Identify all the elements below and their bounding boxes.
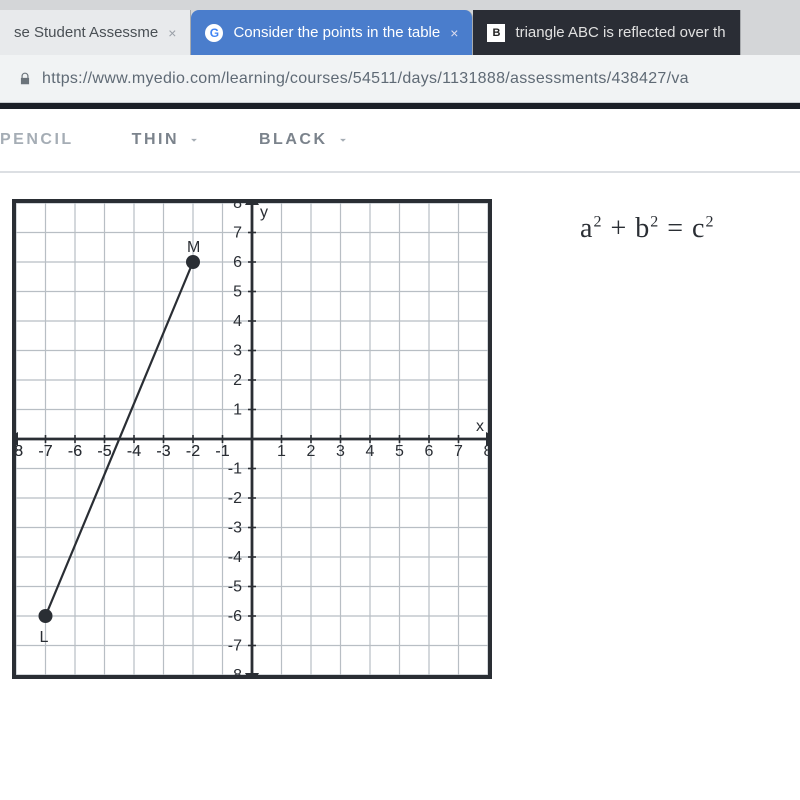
google-icon: G [205, 24, 223, 42]
tab-student-assessment[interactable]: se Student Assessme × [0, 10, 191, 55]
svg-text:7: 7 [454, 443, 463, 460]
svg-text:-2: -2 [228, 490, 242, 507]
svg-text:1: 1 [277, 443, 286, 460]
svg-text:1: 1 [233, 402, 242, 419]
svg-text:y: y [260, 204, 268, 221]
svg-text:4: 4 [366, 443, 375, 460]
var-b: b [635, 213, 650, 244]
browser-tabs: se Student Assessme × G Consider the poi… [0, 0, 800, 55]
svg-text:5: 5 [233, 284, 242, 301]
svg-text:3: 3 [336, 443, 345, 460]
svg-text:2: 2 [307, 443, 316, 460]
close-icon[interactable]: × [450, 25, 458, 41]
svg-text:-8: -8 [16, 443, 23, 460]
sup: 2 [650, 214, 659, 231]
svg-text:M: M [187, 239, 200, 256]
svg-text:-3: -3 [156, 443, 170, 460]
svg-text:-6: -6 [68, 443, 82, 460]
close-icon[interactable]: × [168, 25, 176, 41]
pencil-label: PENCIL [0, 131, 74, 149]
svg-text:-8: -8 [228, 667, 242, 675]
color-dropdown[interactable]: BLACK [259, 131, 350, 149]
sup: 2 [705, 214, 714, 231]
graph-svg: 1 -1 2 -2 3 -3 4 -4 5 -5 6 -6 7 -7 8 -8 -1 -2 -3 -4 -5 -6 -7 -8… [16, 203, 488, 675]
svg-text:5: 5 [395, 443, 404, 460]
svg-text:L: L [40, 629, 49, 646]
svg-text:3: 3 [233, 343, 242, 360]
tab-label: triangle ABC is reflected over th [515, 24, 725, 41]
svg-text:4: 4 [233, 313, 242, 330]
svg-text:-1: -1 [215, 443, 229, 460]
sup: 2 [593, 214, 602, 231]
svg-text:8: 8 [484, 443, 488, 460]
svg-text:-7: -7 [228, 638, 242, 655]
svg-text:6: 6 [233, 254, 242, 271]
content-area: 1 -1 2 -2 3 -3 4 -4 5 -5 6 -6 7 -7 8 -8 -1 -2 -3 -4 -5 -6 -7 -8… [0, 185, 800, 679]
svg-text:2: 2 [233, 372, 242, 389]
svg-text:-4: -4 [228, 549, 242, 566]
tab-consider-points[interactable]: G Consider the points in the table × [191, 10, 473, 55]
pencil-tool[interactable]: PENCIL [0, 131, 74, 149]
black-label: BLACK [259, 131, 328, 149]
var-c: c [692, 213, 705, 244]
thickness-dropdown[interactable]: THIN [132, 131, 201, 149]
thin-label: THIN [132, 131, 179, 149]
svg-text:-1: -1 [228, 461, 242, 478]
svg-text:6: 6 [425, 443, 434, 460]
tab-label: Consider the points in the table [233, 24, 440, 41]
var-a: a [580, 213, 593, 244]
svg-text:-5: -5 [228, 579, 242, 596]
svg-text:7: 7 [233, 225, 242, 242]
svg-text:-7: -7 [38, 443, 52, 460]
svg-text:-3: -3 [228, 520, 242, 537]
toolbar-divider [0, 171, 800, 173]
svg-text:x: x [476, 418, 484, 435]
chevron-down-icon [187, 133, 201, 147]
svg-text:-2: -2 [186, 443, 200, 460]
chevron-down-icon [336, 133, 350, 147]
svg-text:-4: -4 [127, 443, 141, 460]
drawing-toolbar: PENCIL THIN BLACK [0, 103, 800, 171]
lock-icon [18, 72, 32, 86]
svg-text:-5: -5 [97, 443, 111, 460]
coordinate-graph: 1 -1 2 -2 3 -3 4 -4 5 -5 6 -6 7 -7 8 -8 -1 -2 -3 -4 -5 -6 -7 -8… [12, 199, 492, 679]
url-text: https://www.myedio.com/learning/courses/… [42, 70, 689, 88]
brainly-icon: B [487, 24, 505, 42]
top-dark-strip [0, 103, 800, 109]
svg-text:-6: -6 [228, 608, 242, 625]
pythagorean-formula: a2 + b2 = c2 [580, 213, 714, 245]
tab-triangle-abc[interactable]: B triangle ABC is reflected over th [473, 10, 740, 55]
page-content: PENCIL THIN BLACK 1 -1 2 -2 3 -3 4 -4 5 -5 6 -6 7 -7 8… [0, 103, 800, 800]
url-bar[interactable]: https://www.myedio.com/learning/courses/… [0, 55, 800, 103]
tab-label: se Student Assessme [14, 24, 158, 41]
svg-text:8: 8 [233, 203, 242, 212]
